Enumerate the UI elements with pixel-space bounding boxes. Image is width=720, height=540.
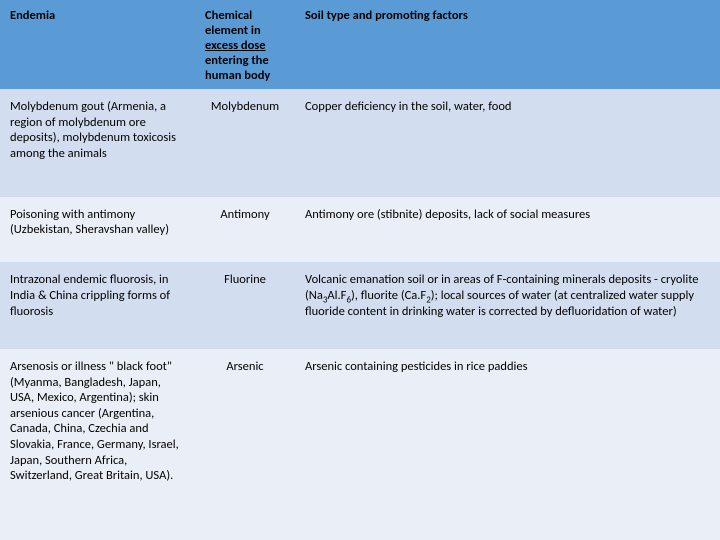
table-row: Poisoning with antimony (Uzbekistan, She… <box>0 197 720 263</box>
header-element-l1: Chemical element in <box>205 8 261 38</box>
cell-element: Arsenic <box>195 349 295 540</box>
factors-mid1: Al.F <box>327 288 346 303</box>
table-row: Molybdenum gout (Armenia, a region of mo… <box>0 89 720 197</box>
table-header-row: Endemia Chemical element in excess dose … <box>0 0 720 89</box>
header-endemia: Endemia <box>0 0 195 89</box>
cell-endemia: Arsenosis or illness " black foot" (Myan… <box>0 349 195 540</box>
endemia-table: Endemia Chemical element in excess dose … <box>0 0 720 540</box>
cell-factors: Antimony ore (stibnite) deposits, lack o… <box>295 197 720 263</box>
header-element: Chemical element in excess dose entering… <box>195 0 295 89</box>
cell-element: Fluorine <box>195 262 295 349</box>
header-element-l2: entering the human body <box>205 53 270 83</box>
cell-element: Molybdenum <box>195 89 295 197</box>
cell-element: Antimony <box>195 197 295 263</box>
cell-endemia: Poisoning with antimony (Uzbekistan, She… <box>0 197 195 263</box>
cell-factors: Copper deficiency in the soil, water, fo… <box>295 89 720 197</box>
factors-mid2: ), fluorite (Ca.F <box>351 288 426 303</box>
header-factors: Soil type and promoting factors <box>295 0 720 89</box>
cell-endemia: Molybdenum gout (Armenia, a region of mo… <box>0 89 195 197</box>
header-element-underlined: excess dose <box>205 38 266 53</box>
cell-factors: Arsenic containing pesticides in rice pa… <box>295 349 720 540</box>
cell-endemia: Intrazonal endemic fluorosis, in India &… <box>0 262 195 349</box>
table-row: Intrazonal endemic fluorosis, in India &… <box>0 262 720 349</box>
cell-factors: Volcanic emanation soil or in areas of F… <box>295 262 720 349</box>
table-row: Arsenosis or illness " black foot" (Myan… <box>0 349 720 540</box>
